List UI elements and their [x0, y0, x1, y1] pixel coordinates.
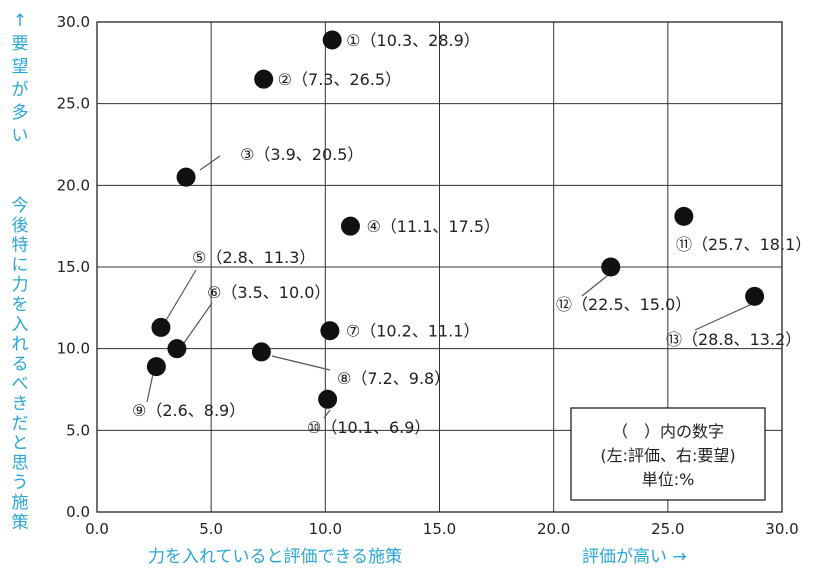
- data-point: [151, 317, 171, 337]
- point-label: ②（7.3、26.5）: [278, 70, 401, 89]
- y-axis-direction-label-char: が: [12, 80, 29, 100]
- leader-line: [183, 302, 213, 344]
- y-axis-label-char: 施: [12, 493, 29, 513]
- leader-line: [164, 269, 197, 323]
- note-box: [570, 407, 766, 501]
- point-label: ⑫（22.5、15.0）: [556, 295, 691, 314]
- y-axis-label-char: 策: [12, 513, 29, 533]
- y-axis-direction-label-char: 要: [12, 34, 29, 54]
- y-axis-direction-label-char: ↑: [13, 11, 27, 31]
- data-point: [601, 257, 621, 277]
- y-axis-label-char: る: [12, 354, 29, 374]
- data-point: [254, 69, 274, 89]
- x-tick-label: 15.0: [423, 520, 456, 538]
- y-axis-label-char: れ: [12, 335, 29, 355]
- y-tick-label: 25.0: [57, 95, 90, 113]
- x-tick-label: 25.0: [651, 520, 684, 538]
- x-tick-labels: 0.0 5.0 10.0 15.0 20.0 25.0 30.0: [85, 520, 799, 538]
- y-axis-label-char: 今: [12, 196, 29, 216]
- y-axis-direction-label-char: い: [12, 126, 29, 146]
- data-point: [322, 30, 342, 50]
- x-tick-label: 0.0: [85, 520, 109, 538]
- x-axis-direction-label: 評価が高い →: [582, 547, 687, 567]
- point-labels: ①（10.3、28.9） ②（7.3、26.5） ③（3.9、20.5） ④（11.1…: [132, 31, 811, 437]
- data-point: [340, 216, 360, 236]
- y-tick-label: 5.0: [66, 421, 90, 439]
- y-axis-label-char: 後: [12, 216, 29, 236]
- point-label: ⑧（7.2、9.8）: [337, 369, 450, 388]
- point-label: ①（10.3、28.9）: [346, 31, 480, 50]
- leader-lines: [146, 155, 753, 419]
- note-line: （ ）内の数字: [612, 422, 724, 441]
- y-axis-label-char: 思: [12, 453, 29, 473]
- y-axis-label-char: 入: [12, 315, 29, 335]
- y-axis-label-char: と: [12, 434, 29, 454]
- y-axis-label-char: べ: [12, 374, 29, 394]
- data-point: [167, 339, 187, 359]
- y-tick-labels: 0.0 5.0 10.0 15.0 20.0 25.0 30.0: [57, 13, 90, 521]
- data-point: [176, 167, 196, 187]
- x-tick-label: 30.0: [765, 520, 798, 538]
- y-axis-label-char: を: [12, 295, 29, 315]
- data-point: [251, 342, 271, 362]
- leader-line: [323, 409, 331, 419]
- y-tick-label: 0.0: [66, 503, 90, 521]
- x-tick-label: 10.0: [309, 520, 342, 538]
- y-axis-label-char: だ: [12, 414, 29, 434]
- point-label: ⑨（2.6、8.9）: [132, 401, 245, 420]
- y-axis-direction-label-char: 多: [12, 103, 29, 123]
- point-label: ⑩（10.1、6.9）: [307, 418, 430, 437]
- point-label: ⑤（2.8、11.3）: [192, 248, 315, 267]
- leader-line: [694, 303, 753, 331]
- y-axis-label-char: き: [12, 394, 29, 414]
- note-text: （ ）内の数字 (左:評価、右:要望) 単位:%: [600, 422, 735, 489]
- data-point: [674, 206, 694, 226]
- data-point: [320, 321, 340, 341]
- y-tick-label: 30.0: [57, 13, 90, 31]
- plot-border: [96, 21, 783, 513]
- data-point: [745, 286, 765, 306]
- point-label: ④（11.1、17.5）: [366, 217, 500, 236]
- y-axis-label-char: 特: [12, 236, 29, 256]
- y-tick-label: 20.0: [57, 176, 90, 194]
- x-tick-label: 20.0: [537, 520, 570, 538]
- leader-line: [146, 373, 154, 403]
- x-tick-label: 5.0: [199, 520, 223, 538]
- y-tick-label: 10.0: [57, 340, 90, 358]
- data-point: [318, 389, 338, 409]
- data-point: [146, 357, 166, 377]
- y-axis-label-char: に: [12, 255, 29, 275]
- y-axis-direction-label-char: 望: [12, 57, 29, 77]
- point-label: ⑦（10.2、11.1）: [346, 322, 480, 341]
- leader-line: [271, 355, 331, 371]
- note-line: (左:評価、右:要望): [600, 446, 735, 465]
- point-label: ⑪（25.7、18.1）: [676, 235, 811, 254]
- y-tick-label: 15.0: [57, 258, 90, 276]
- leader-line: [581, 275, 608, 297]
- x-axis-label: 力を入れていると評価できる施策: [148, 547, 402, 567]
- point-label: ③（3.9、20.5）: [240, 145, 363, 164]
- y-axis-label-char: 力: [12, 275, 29, 295]
- note-line: 単位:%: [642, 470, 695, 489]
- leader-line: [199, 155, 221, 171]
- y-axis-label-char: う: [12, 473, 29, 493]
- point-label: ⑥（3.5、10.0）: [207, 283, 330, 302]
- point-label: ⑬（28.8、13.2）: [666, 330, 801, 349]
- data-points: [146, 30, 765, 409]
